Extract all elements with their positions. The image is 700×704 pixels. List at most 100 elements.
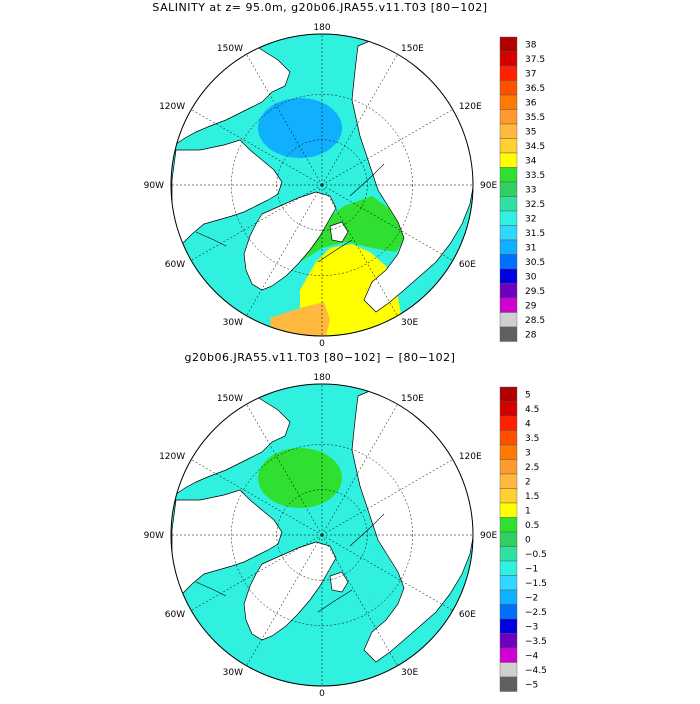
- colorbar-swatch: [499, 633, 518, 649]
- colorbar-label: 2.5: [525, 463, 539, 473]
- landmass: [243, 191, 337, 291]
- central-basin-field: [258, 448, 342, 508]
- meridian-line: [321, 184, 453, 261]
- colorbar-swatch: [499, 546, 518, 562]
- central-basin-field: [258, 98, 342, 158]
- map-content: [171, 384, 473, 686]
- longitude-label: 30W: [223, 318, 243, 328]
- colorbar-swatch: [499, 152, 518, 168]
- colorbar-swatch: [499, 502, 518, 518]
- polar-stereographic-map: 180 150E 120E 90E 60E 30E 0 30W 60W 90W 120W 150W 5 4…: [144, 373, 547, 699]
- colorbar-swatch: [499, 254, 518, 270]
- colorbar-label: 31.5: [525, 229, 545, 239]
- contour-line: [349, 163, 385, 197]
- meridian-line: [321, 459, 453, 536]
- colorbar-label: 34: [525, 156, 537, 166]
- colorbar-swatch: [499, 415, 518, 431]
- colorbar-label: 5: [525, 390, 531, 400]
- colorbar-swatch: [499, 517, 518, 533]
- landmass: [329, 571, 349, 593]
- colorbar-label: 35: [525, 127, 536, 137]
- colorbar-label: −2: [525, 593, 538, 603]
- colorbar-swatch: [499, 51, 518, 67]
- colorbar-label: −0.5: [525, 550, 547, 560]
- contour-line: [317, 589, 353, 613]
- colorbar-swatch: [499, 36, 518, 52]
- colorbar-label: 0.5: [525, 521, 539, 531]
- colorbar-label: 29: [525, 301, 537, 311]
- colorbar-swatch: [499, 488, 518, 504]
- colorbar-label: 30: [525, 272, 537, 282]
- longitude-label: 60E: [459, 260, 476, 270]
- colorbar-label: 0: [525, 535, 531, 545]
- longitude-label: 30E: [401, 668, 418, 678]
- meridian-line: [321, 404, 398, 536]
- latitude-circle: [231, 444, 413, 626]
- colorbar-swatch: [499, 167, 518, 183]
- meridian-line: [246, 54, 323, 186]
- latitude-circle: [231, 94, 413, 276]
- colorbar-label: 2: [525, 477, 531, 487]
- colorbar-swatch: [499, 662, 518, 678]
- colorbar-label: 1: [525, 506, 531, 516]
- meridian-line: [321, 54, 398, 186]
- nordic-seas-field: [296, 546, 408, 612]
- colorbar-label: 32: [525, 214, 536, 224]
- colorbar-swatch: [499, 459, 518, 475]
- longitude-label: 120W: [159, 452, 185, 462]
- map-title: g20b06.JRA55.v11.T03 [80−102] − [80−102]: [184, 351, 456, 364]
- colorbar-swatch: [499, 604, 518, 620]
- longitude-label: 0: [319, 339, 325, 349]
- colorbar: 5 4.5 4 3.5 3 2.5 2 1.5 1 0.5 0 −0.5 −1 −1.5 −2 −2.5 −3 −…: [499, 386, 547, 692]
- colorbar-label: 31: [525, 243, 536, 253]
- colorbar-label: 38: [525, 40, 537, 50]
- colorbar-swatch: [499, 181, 518, 197]
- colorbar-label: −3: [525, 622, 538, 632]
- meridian-line: [191, 534, 323, 611]
- colorbar-label: 32.5: [525, 200, 545, 210]
- meridian-line: [321, 109, 453, 186]
- longitude-label: 120E: [459, 102, 482, 112]
- meridian-line: [321, 534, 453, 611]
- salinity-difference-map-panel: g20b06.JRA55.v11.T03 [80−102] − [80−102]…: [0, 350, 700, 700]
- colorbar-swatch: [499, 268, 518, 284]
- colorbar-swatch: [499, 560, 518, 576]
- colorbar-swatch: [499, 430, 518, 446]
- colorbar-swatch: [499, 210, 518, 226]
- meridian-line: [246, 534, 323, 666]
- colorbar-swatch: [499, 618, 518, 634]
- contour-line: [195, 581, 227, 597]
- colorbar-label: 30.5: [525, 258, 545, 268]
- colorbar-label: 29.5: [525, 287, 545, 297]
- colorbar-label: 37: [525, 69, 536, 79]
- longitude-label: 90W: [144, 181, 164, 191]
- longitude-label: 150W: [217, 394, 243, 404]
- meridian-line: [321, 184, 398, 316]
- polar-stereographic-map: 180 150E 120E 90E 60E 30E 0 30W 60W 90W 120W 150W 38…: [144, 23, 545, 349]
- landmass: [329, 221, 349, 243]
- colorbar-swatch: [499, 647, 518, 663]
- colorbar-swatch: [499, 239, 518, 255]
- meridian-line: [246, 184, 323, 316]
- colorbar-swatch: [499, 109, 518, 125]
- longitude-label: 90W: [144, 531, 164, 541]
- colorbar-label: −4.5: [525, 666, 547, 676]
- colorbar-swatch: [499, 326, 518, 342]
- longitude-label: 60E: [459, 610, 476, 620]
- colorbar-swatch: [499, 225, 518, 241]
- colorbar-label: 3: [525, 448, 531, 458]
- colorbar-swatch: [499, 297, 518, 313]
- longitude-label: 30W: [223, 668, 243, 678]
- colorbar-swatch: [499, 138, 518, 154]
- contour-line: [195, 231, 227, 247]
- longitude-label: 120W: [159, 102, 185, 112]
- graticule: [171, 384, 473, 686]
- colorbar-label: −4: [525, 651, 539, 661]
- longitude-label: 30E: [401, 318, 418, 328]
- contour-line: [317, 239, 353, 263]
- colorbar-swatch: [499, 531, 518, 547]
- longitude-label: 60W: [165, 260, 185, 270]
- colorbar-swatch: [499, 123, 518, 139]
- map-title: SALINITY at z= 95.0m, g20b06.JRA55.v11.T…: [152, 1, 488, 14]
- colorbar: 38 37.5 37 36.5 36 35.5 35 34.5 34 33.5 33 32.5 32 31…: [499, 36, 545, 342]
